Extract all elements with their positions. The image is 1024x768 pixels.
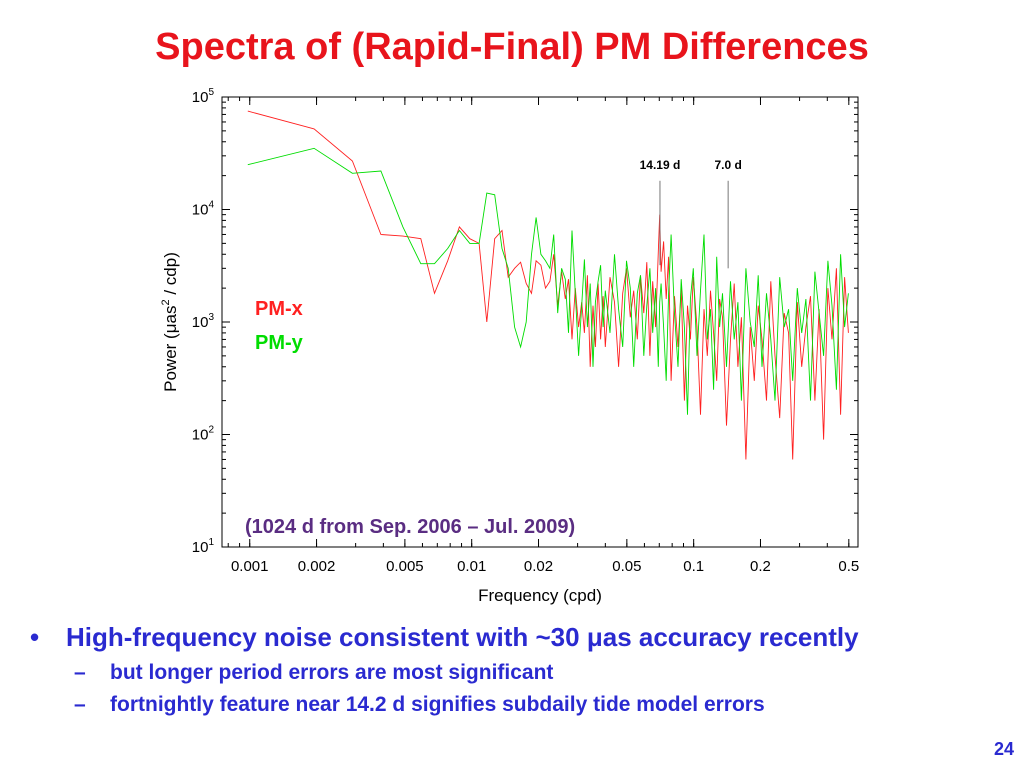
y-tick-label: 104 <box>192 200 215 219</box>
y-tick-label: 102 <box>192 425 215 444</box>
y-axis-label: Power (μas2 / cdp) <box>160 252 180 392</box>
page-number: 24 <box>993 739 1014 759</box>
plot-frame <box>221 96 859 548</box>
sub-bullet-text: but longer period errors are most signif… <box>110 661 554 684</box>
bullet-text: High-frequency noise consistent with ~30… <box>66 622 859 652</box>
x-tick-label: 0.01 <box>457 558 486 575</box>
period-marker-label: 14.19 d <box>640 158 681 172</box>
sub-bullet-text: fortnightly feature near 14.2 d signifie… <box>110 693 765 716</box>
y-tick-label: 103 <box>192 312 215 331</box>
x-axis-label: Frequency (cpd) <box>478 586 602 605</box>
sub-bullet-item: – but longer period errors are most sign… <box>74 661 990 685</box>
x-tick-label: 0.05 <box>612 558 641 575</box>
legend-entry-pm-x: PM-x <box>255 298 303 320</box>
dash-icon: – <box>74 661 86 684</box>
series-line-pm-y <box>247 147 849 415</box>
x-tick-label: 0.1 <box>683 558 704 575</box>
legend-entry-pm-y: PM-y <box>255 332 304 354</box>
x-tick-label: 0.005 <box>386 558 424 575</box>
period-marker-label: 7.0 d <box>714 158 741 172</box>
x-tick-label: 0.001 <box>231 558 269 575</box>
dash-icon: – <box>74 693 86 716</box>
bullet-item: • High-frequency noise consistent with ~… <box>30 622 990 653</box>
slide-title: Spectra of (Rapid-Final) PM Differences <box>155 26 869 68</box>
bullet-dot-icon: • <box>30 622 40 652</box>
y-tick-label: 101 <box>192 537 215 556</box>
x-tick-label: 0.002 <box>298 558 336 575</box>
x-tick-label: 0.02 <box>524 558 553 575</box>
date-range-annotation: (1024 d from Sep. 2006 – Jul. 2009) <box>245 516 575 538</box>
x-tick-label: 0.5 <box>838 558 859 575</box>
y-tick-label: 105 <box>192 87 215 106</box>
x-tick-label: 0.2 <box>750 558 771 575</box>
sub-bullet-item: – fortnightly feature near 14.2 d signif… <box>74 693 990 717</box>
spectrum-chart: 0.001 0.002 0.005 0.01 0.02 0.05 0.1 0.2 0.5 101 1… <box>160 87 859 605</box>
bullet-list: • High-frequency noise consistent with ~… <box>30 622 990 717</box>
